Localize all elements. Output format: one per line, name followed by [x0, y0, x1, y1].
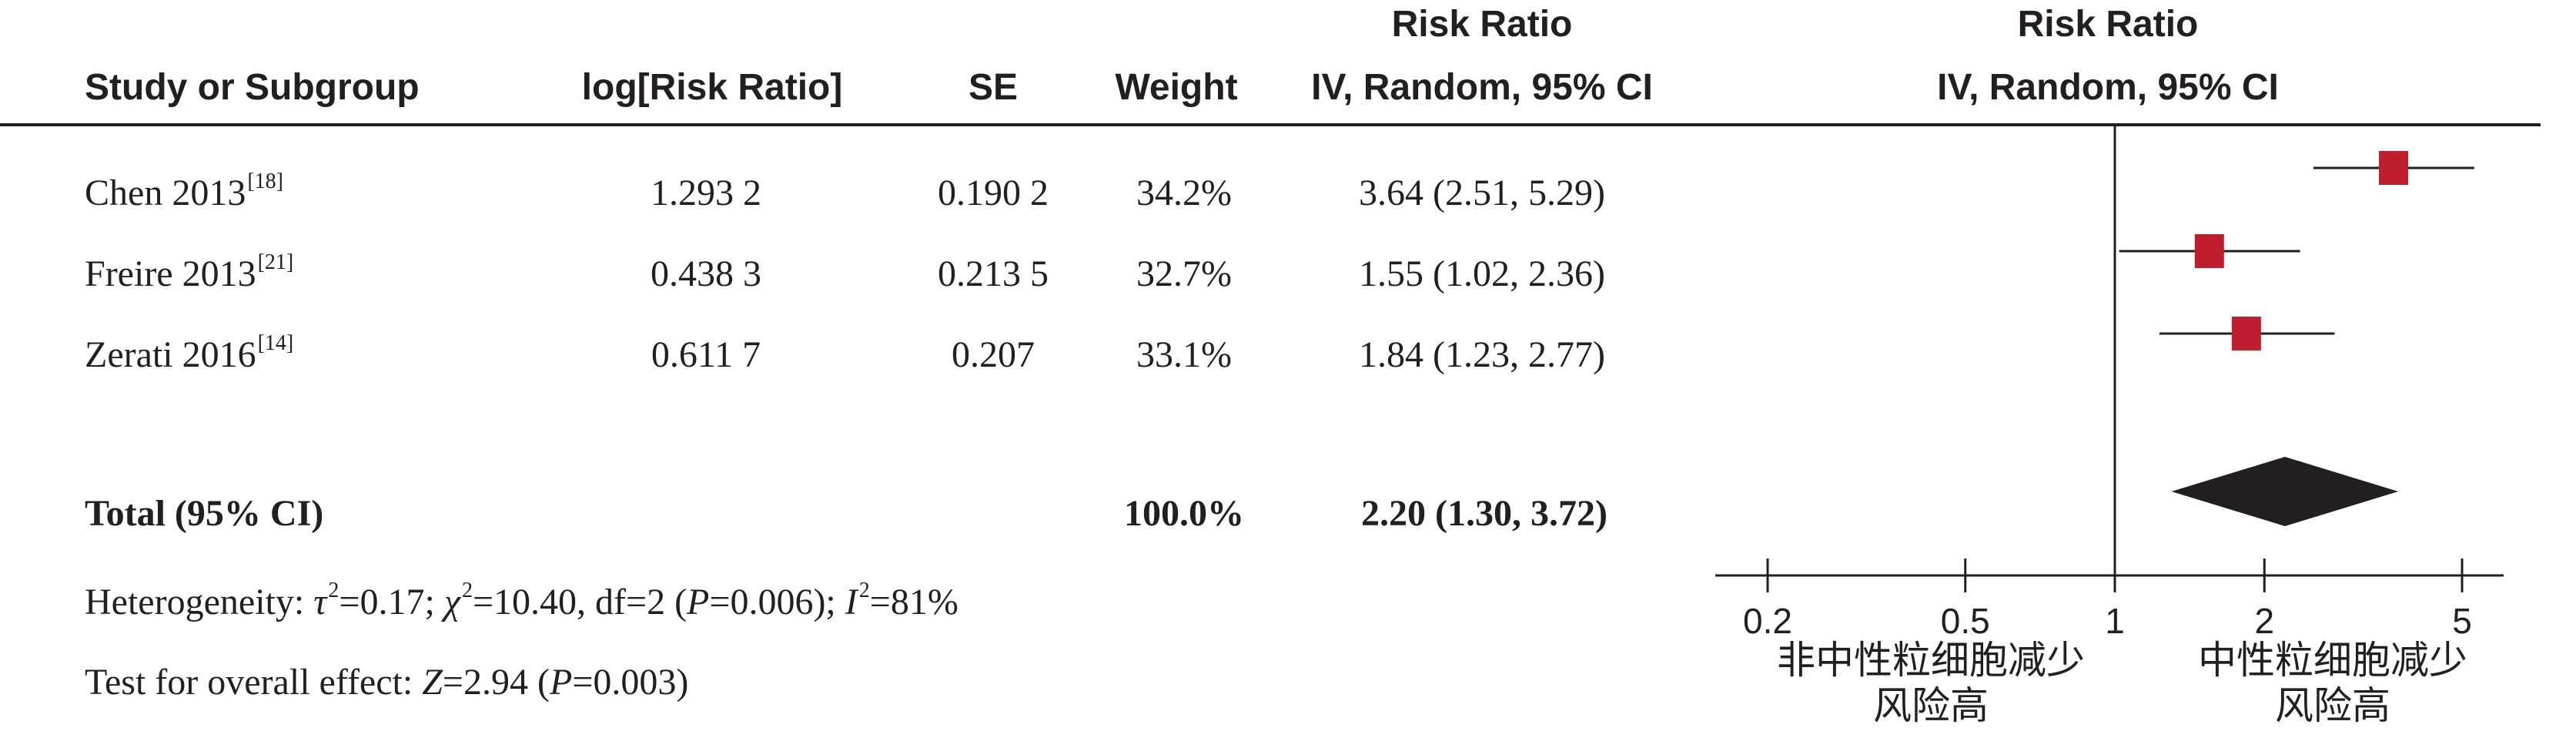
favours-left-label: 非中性粒细胞减少 风险高 — [1777, 638, 2085, 728]
total-weight: 100.0% — [1124, 493, 1244, 534]
favours-right-label: 中性粒细胞减少 风险高 — [2198, 638, 2467, 728]
total-label: Total (95% CI) — [85, 493, 324, 534]
header-risk-ratio-method: IV, Random, 95% CI — [1311, 67, 1653, 108]
header-log-risk-ratio: log[Risk Ratio] — [581, 67, 843, 108]
total-ci-text: 2.20 (1.30, 3.72) — [1361, 493, 1607, 534]
study-name: Chen 2013[18] — [85, 169, 283, 213]
study-log-rr: 0.611 7 — [651, 334, 761, 375]
study-se: 0.213 5 — [938, 253, 1049, 294]
study-marker — [2194, 234, 2224, 268]
study-se: 0.207 — [952, 334, 1035, 375]
study-weight: 33.1% — [1136, 334, 1232, 375]
header-se: SE — [968, 67, 1019, 108]
study-log-rr: 0.438 3 — [651, 253, 761, 294]
study-weight: 34.2% — [1136, 173, 1232, 213]
heterogeneity-stats: Heterogeneity: τ2=0.17; χ2=10.40, df=2 (… — [85, 579, 958, 622]
header-weight: Weight — [1115, 67, 1238, 108]
x-tick-label: 0.2 — [1743, 601, 1792, 641]
study-ci-text: 1.84 (1.23, 2.77) — [1359, 334, 1605, 375]
study-marker — [2231, 317, 2261, 351]
pooled-diamond — [2171, 457, 2399, 526]
study-marker — [2379, 151, 2409, 185]
overall-effect-stats: Test for overall effect: Z=2.94 (P=0.003… — [85, 662, 689, 703]
study-name: Zerati 2016[14] — [85, 331, 294, 375]
x-tick-label: 5 — [2452, 601, 2472, 641]
header-risk-ratio-title: Risk Ratio — [1391, 4, 1573, 45]
plot-header-title: Risk Ratio — [2017, 4, 2199, 45]
header-rule — [0, 123, 2541, 126]
study-name: Freire 2013[21] — [85, 250, 294, 294]
x-tick-label: 0.5 — [1940, 601, 1990, 641]
study-log-rr: 1.293 2 — [651, 173, 761, 213]
x-tick-label: 1 — [2105, 601, 2125, 641]
x-tick-label: 2 — [2254, 601, 2275, 641]
study-ci-text: 3.64 (2.51, 5.29) — [1359, 173, 1605, 213]
study-se: 0.190 2 — [938, 173, 1049, 213]
study-weight: 32.7% — [1136, 253, 1232, 294]
plot-header-method: IV, Random, 95% CI — [1937, 67, 2279, 108]
study-ci-text: 1.55 (1.02, 2.36) — [1359, 253, 1605, 294]
header-study: Study or Subgroup — [85, 67, 420, 108]
